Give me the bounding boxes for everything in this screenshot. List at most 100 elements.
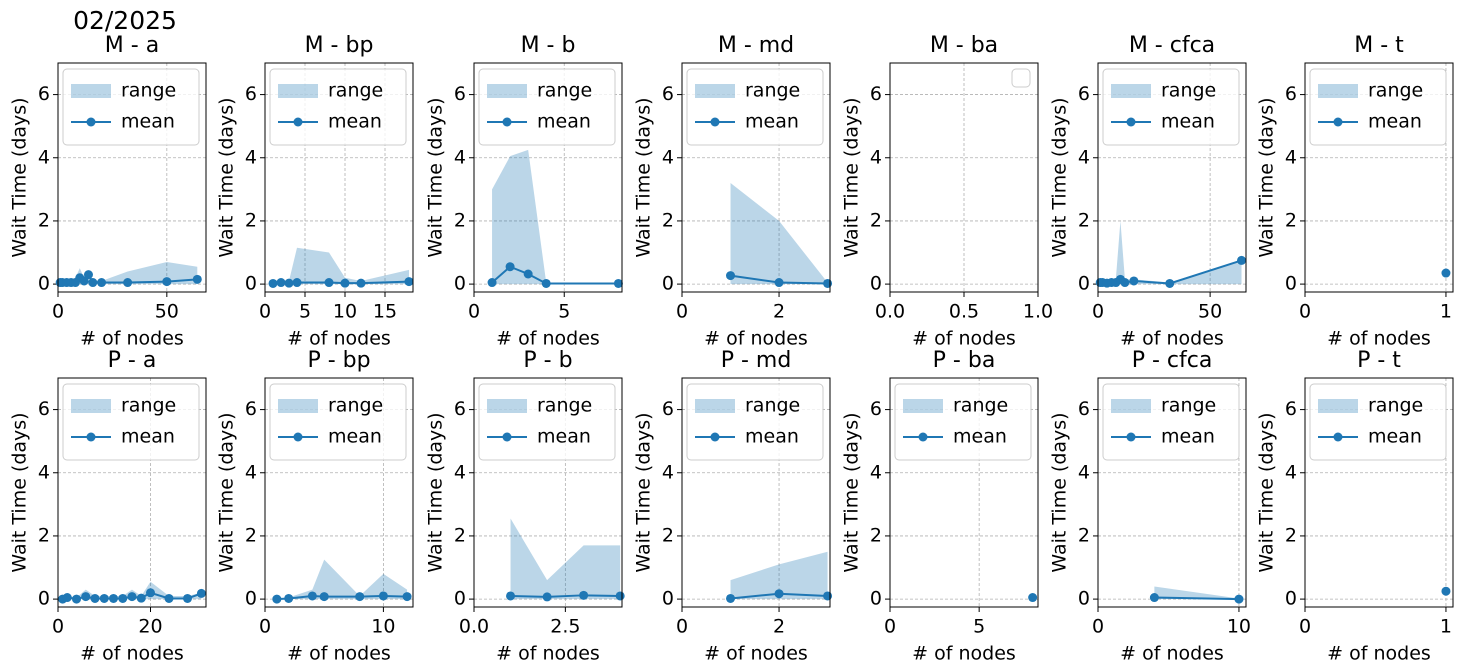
- legend-label: range: [1368, 80, 1423, 102]
- x-tick-label: 10: [333, 301, 357, 323]
- y-tick-label: 2: [1285, 524, 1297, 546]
- y-tick-label: 4: [245, 461, 257, 483]
- legend-marker: [1126, 432, 1136, 442]
- y-tick-label: 4: [870, 461, 882, 483]
- y-tick-label: 0: [38, 588, 50, 610]
- mean-point: [118, 593, 128, 603]
- legend-marker: [86, 432, 96, 442]
- legend-label: range: [745, 80, 800, 102]
- mean-point: [268, 278, 278, 288]
- y-axis-label: Wait Time (days): [216, 412, 238, 572]
- subplot-title: M - md: [718, 33, 794, 58]
- y-tick-label: 0: [1078, 273, 1090, 295]
- y-tick-label: 6: [38, 398, 50, 420]
- mean-point: [542, 592, 552, 602]
- legend-label: mean: [537, 426, 591, 448]
- mean-point: [402, 592, 412, 602]
- mean-point: [726, 593, 736, 603]
- mean-point: [292, 278, 302, 288]
- axes-frame: [1304, 377, 1454, 608]
- x-tick-label: 5: [558, 301, 570, 323]
- legend-swatch: [1111, 84, 1151, 98]
- subplot-title: P - b: [523, 348, 572, 373]
- mean-point: [183, 593, 192, 603]
- range-band: [492, 149, 619, 285]
- mean-point: [1149, 593, 1159, 603]
- mean-point: [284, 593, 294, 603]
- axes-frame: [264, 377, 414, 608]
- legend-label: range: [121, 80, 176, 102]
- mean-point: [307, 591, 317, 601]
- legend-swatch: [487, 84, 527, 98]
- legend-label: mean: [328, 111, 382, 133]
- x-tick-label: 1.0: [1023, 301, 1053, 323]
- y-axis-label: Wait Time (days): [841, 412, 863, 572]
- axes-frame: [473, 62, 623, 293]
- mean-point: [1234, 594, 1244, 604]
- x-tick-label: 0: [1299, 301, 1311, 323]
- x-tick-label: 0: [52, 301, 64, 323]
- y-tick-label: 2: [38, 524, 50, 546]
- subplot-title: P - bp: [307, 348, 370, 373]
- y-axis-label: Wait Time (days): [1049, 412, 1071, 572]
- subplot-title: P - cfca: [1132, 348, 1213, 373]
- mean-point: [541, 278, 551, 288]
- legend-marker: [1126, 117, 1136, 127]
- x-tick-label: 0: [676, 616, 688, 638]
- x-axis-label: # of nodes: [912, 328, 1016, 350]
- mean-point: [355, 592, 365, 602]
- mean-point: [1165, 278, 1175, 288]
- mean-point: [613, 278, 623, 288]
- y-tick-label: 2: [1078, 524, 1090, 546]
- legend-label: mean: [1161, 426, 1215, 448]
- range-band: [1100, 220, 1242, 285]
- x-tick-label: 50: [155, 301, 179, 323]
- x-tick-label: 0.5: [949, 301, 979, 323]
- mean-point: [726, 271, 736, 281]
- legend-box: [1102, 383, 1240, 461]
- y-tick-label: 6: [870, 398, 882, 420]
- x-tick-label: 15: [373, 301, 397, 323]
- y-tick-label: 6: [870, 83, 882, 105]
- x-tick-label: 0.0: [875, 301, 905, 323]
- y-tick-label: 0: [1285, 273, 1297, 295]
- mean-point: [99, 593, 109, 603]
- y-tick-label: 4: [870, 146, 882, 168]
- y-axis-label: Wait Time (days): [1049, 97, 1071, 257]
- x-axis-label: # of nodes: [1327, 643, 1431, 665]
- range-band: [1154, 586, 1239, 600]
- x-axis-label: # of nodes: [704, 328, 808, 350]
- y-axis-label: Wait Time (days): [425, 97, 447, 257]
- mean-point: [136, 593, 146, 603]
- legend-marker: [918, 432, 928, 442]
- range-band: [60, 261, 198, 285]
- y-tick-label: 4: [1078, 146, 1090, 168]
- legend-swatch: [278, 84, 318, 98]
- legend-marker: [1333, 117, 1343, 127]
- y-tick-label: 6: [662, 398, 674, 420]
- subplot-title: M - bp: [305, 33, 374, 58]
- y-axis-label: Wait Time (days): [633, 97, 655, 257]
- x-tick-label: 20: [138, 616, 162, 638]
- mean-point: [1441, 268, 1451, 278]
- y-tick-label: 0: [870, 273, 882, 295]
- y-tick-label: 2: [870, 209, 882, 231]
- legend-label: mean: [1368, 426, 1422, 448]
- x-axis-label: # of nodes: [496, 643, 600, 665]
- y-tick-label: 4: [1078, 461, 1090, 483]
- mean-point: [79, 276, 89, 286]
- x-axis-label: # of nodes: [287, 643, 391, 665]
- mean-point: [404, 277, 414, 287]
- legend-label: range: [537, 395, 592, 417]
- mean-point: [1237, 255, 1247, 265]
- axes-frame: [57, 62, 207, 293]
- y-tick-label: 0: [454, 588, 466, 610]
- mean-point: [774, 589, 784, 599]
- mean-point: [823, 591, 833, 601]
- legend-label: mean: [953, 426, 1007, 448]
- x-axis-label: # of nodes: [912, 643, 1016, 665]
- mean-point: [324, 278, 334, 288]
- legend-marker: [293, 432, 303, 442]
- legend-label: mean: [328, 426, 382, 448]
- legend-label: mean: [1368, 111, 1422, 133]
